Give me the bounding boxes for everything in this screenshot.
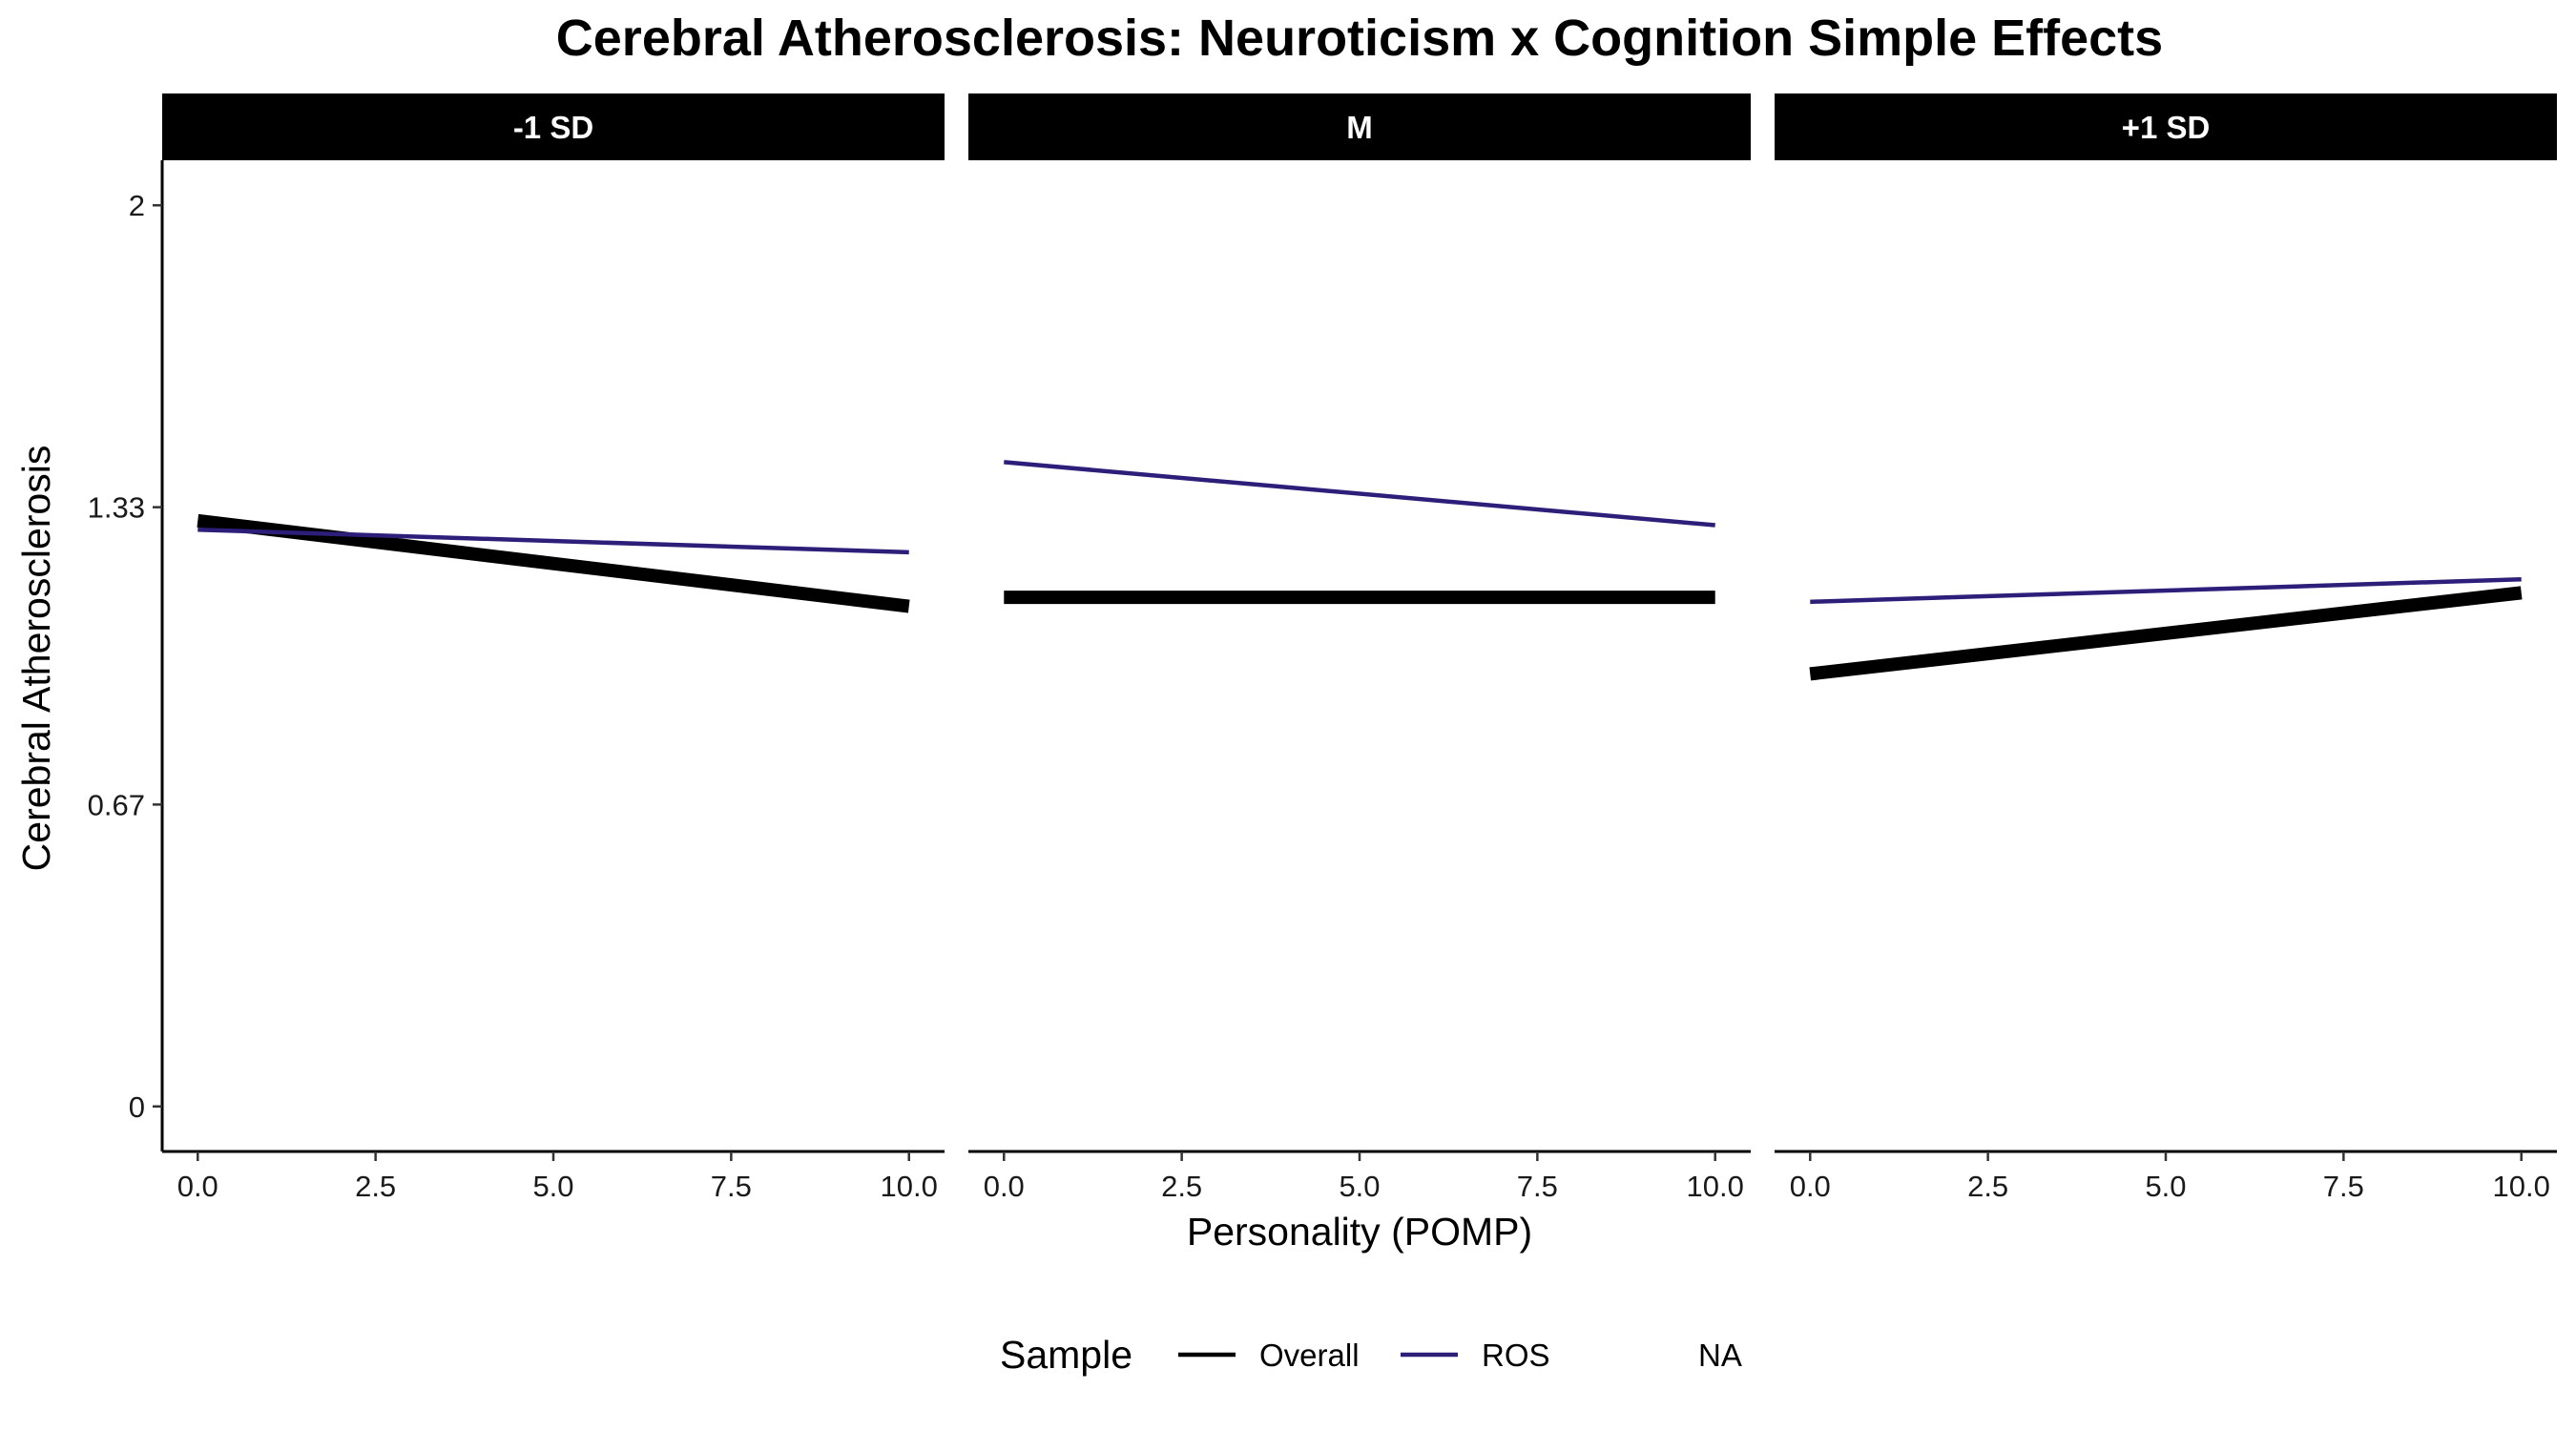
panel-2: +1 SD 0.0 2.5 5.0 7.5 10.0 <box>1775 93 2557 1203</box>
panel-1: M 0.0 2.5 5.0 7.5 10.0 <box>968 93 1751 1203</box>
legend-label: Overall <box>1259 1338 1360 1373</box>
x-tick-label: 10.0 <box>2493 1170 2550 1203</box>
facet-strip <box>1775 93 2557 160</box>
x-tick-label: 0.0 <box>1790 1170 1831 1203</box>
x-tick-label: 2.5 <box>355 1170 396 1203</box>
y-tick-label: 0 <box>129 1090 145 1124</box>
legend-entry: Overall <box>1178 1338 1360 1373</box>
legend-label: NA <box>1698 1338 1742 1373</box>
series-line-ros <box>1004 460 1715 528</box>
x-tick-label: 0.0 <box>177 1170 218 1203</box>
x-axis-title: Personality (POMP) <box>1187 1210 1532 1254</box>
facet-strip-label: M <box>1346 110 1373 145</box>
x-tick-label: 5.0 <box>1339 1170 1380 1203</box>
x-tick-label: 10.0 <box>1687 1170 1744 1203</box>
legend-title: Sample <box>1000 1333 1132 1377</box>
legend-label: ROS <box>1482 1338 1550 1373</box>
panels: -1 SD 0.0 2.5 5.0 7.5 10.0 0 0.67 1.33 2 M 0.0 2.5 5.… <box>88 93 2557 1203</box>
y-tick-label: 0.67 <box>88 788 145 821</box>
y-tick-label: 1.33 <box>88 491 145 525</box>
x-tick-label: 5.0 <box>2145 1170 2186 1203</box>
x-tick-label: 2.5 <box>1967 1170 2008 1203</box>
legend: Sample Overall ROS NA <box>1000 1333 1742 1377</box>
legend-entry: ROS <box>1401 1338 1550 1373</box>
x-tick-label: 2.5 <box>1161 1170 1202 1203</box>
facet-strip-label: -1 SD <box>513 110 593 145</box>
facet-strip <box>162 93 945 160</box>
y-axis-title: Cerebral Atherosclerosis <box>14 446 58 872</box>
facet-strip-label: +1 SD <box>2122 110 2211 145</box>
legend-entry: NA <box>1698 1338 1742 1373</box>
facet-strip <box>968 93 1751 160</box>
series-line-overall <box>1809 586 2523 681</box>
series-line-ros <box>1810 576 2522 605</box>
x-tick-label: 7.5 <box>1517 1170 1558 1203</box>
panel-0: -1 SD 0.0 2.5 5.0 7.5 10.0 0 0.67 1.33 2 <box>88 93 945 1203</box>
y-tick-label: 2 <box>129 189 145 222</box>
x-tick-label: 7.5 <box>711 1170 752 1203</box>
chart-title: Cerebral Atherosclerosis: Neuroticism x … <box>556 10 2163 67</box>
x-tick-label: 10.0 <box>881 1170 938 1203</box>
series-line-ros <box>197 528 909 555</box>
x-tick-label: 5.0 <box>532 1170 573 1203</box>
x-tick-label: 0.0 <box>984 1170 1025 1203</box>
x-tick-label: 7.5 <box>2323 1170 2364 1203</box>
